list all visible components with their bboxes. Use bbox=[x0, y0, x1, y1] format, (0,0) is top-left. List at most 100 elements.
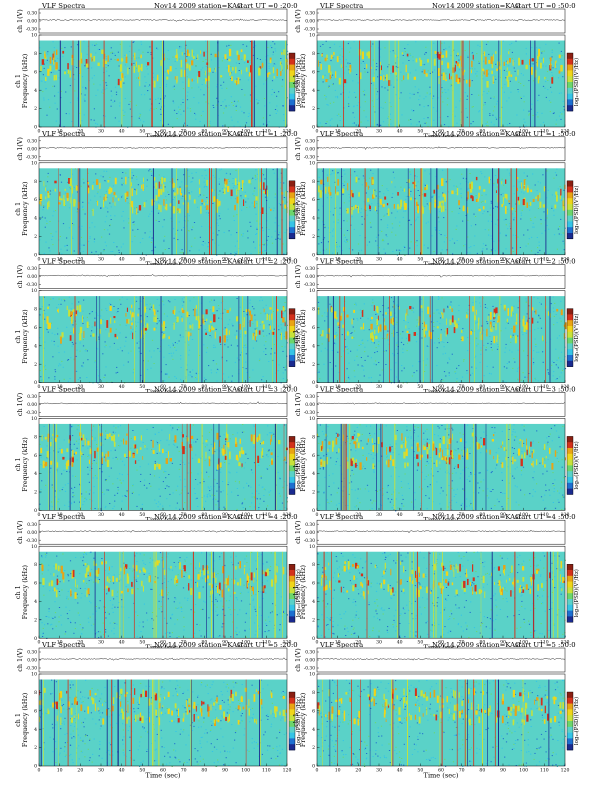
spectrogram-speckle bbox=[174, 197, 175, 198]
spectrogram-emission bbox=[173, 310, 175, 314]
spectrogram-emission bbox=[173, 206, 175, 213]
spectrogram-speckle bbox=[429, 87, 430, 88]
spectrogram-speckle bbox=[333, 102, 334, 103]
spectrogram-speckle bbox=[127, 299, 128, 300]
spectrogram-emission bbox=[68, 70, 69, 74]
spectrogram-emission bbox=[65, 189, 66, 191]
spectrogram-speckle bbox=[538, 95, 539, 96]
spectrogram-speckle bbox=[556, 120, 557, 121]
spectrogram-speckle bbox=[517, 89, 518, 90]
spectrogram-emission bbox=[347, 183, 348, 190]
spectrogram-speckle bbox=[139, 57, 140, 58]
spectrogram-speckle bbox=[421, 338, 422, 339]
spectrogram-speckle bbox=[174, 86, 175, 87]
time-tick-label: 0 bbox=[316, 256, 319, 262]
spectrogram-speckle bbox=[417, 319, 418, 320]
spectrogram-speckle bbox=[79, 351, 80, 352]
spectrogram-speckle bbox=[106, 85, 107, 86]
spectrogram-speckle bbox=[331, 369, 332, 370]
spectrogram-speckle bbox=[524, 173, 525, 174]
spectrogram-speckle bbox=[200, 121, 201, 122]
spectrogram-speckle bbox=[260, 498, 261, 499]
spectrogram-speckle bbox=[207, 246, 208, 247]
spectrogram-speckle bbox=[411, 124, 412, 125]
spectrogram-emission bbox=[556, 309, 558, 312]
spectrogram-speckle bbox=[114, 53, 115, 54]
spectrogram-speckle bbox=[338, 327, 339, 328]
spectrogram-speckle bbox=[354, 171, 355, 172]
spectrogram-speckle bbox=[416, 341, 417, 342]
spectrogram-speckle bbox=[558, 367, 559, 368]
spectrogram-emission bbox=[188, 202, 189, 209]
spectrogram-emission bbox=[507, 67, 508, 70]
spectrogram-speckle bbox=[490, 98, 491, 99]
spectrogram-speckle bbox=[100, 207, 101, 208]
spectrogram-emission bbox=[91, 57, 92, 61]
spectrogram-emission bbox=[71, 316, 72, 324]
spectrogram-speckle bbox=[70, 102, 71, 103]
spectrogram-speckle bbox=[333, 214, 334, 215]
spectrogram-emission bbox=[356, 177, 358, 182]
spectrogram-speckle bbox=[98, 375, 99, 376]
spectrogram-speckle bbox=[39, 239, 40, 240]
spectrogram-speckle bbox=[168, 124, 169, 125]
spectrogram-emission bbox=[189, 325, 191, 328]
spectrogram-emission bbox=[409, 306, 411, 309]
spectrogram-speckle bbox=[332, 236, 333, 237]
spectrogram-speckle bbox=[245, 202, 246, 203]
spectrogram-speckle bbox=[72, 492, 73, 493]
spectrogram-emission bbox=[397, 192, 399, 196]
spectrogram-speckle bbox=[174, 299, 175, 300]
spectrogram-speckle bbox=[540, 125, 541, 126]
spectrogram-speckle bbox=[155, 99, 156, 100]
spectrogram-speckle bbox=[62, 489, 63, 490]
spectrogram-emission bbox=[63, 200, 65, 206]
spectrogram-emission bbox=[197, 76, 198, 83]
spectrogram-speckle bbox=[283, 367, 284, 368]
spectrogram-speckle bbox=[264, 178, 265, 179]
spectrogram-speckle bbox=[95, 173, 96, 174]
colorbar-label: log₁₀(PSD)(V²/Hz) bbox=[573, 58, 580, 106]
colorbar-segment bbox=[289, 355, 295, 361]
spectrogram-speckle bbox=[234, 335, 235, 336]
spectrogram-speckle bbox=[196, 65, 197, 66]
spectrogram-speckle bbox=[402, 338, 403, 339]
spectrogram-speckle bbox=[460, 188, 461, 189]
spectrogram-speckle bbox=[435, 227, 436, 228]
spectrogram-emission bbox=[495, 307, 497, 313]
spectrogram-speckle bbox=[160, 109, 161, 110]
spectrogram-emission bbox=[337, 322, 338, 325]
spectrogram-speckle bbox=[538, 328, 539, 329]
spectrogram-speckle bbox=[216, 491, 217, 492]
spectrogram-speckle bbox=[512, 58, 513, 59]
time-tick-label: 40 bbox=[397, 384, 403, 390]
spectrogram-emission bbox=[352, 193, 354, 197]
spectrogram-speckle bbox=[171, 353, 172, 354]
spectrogram-speckle bbox=[283, 183, 284, 184]
spectrogram-speckle bbox=[271, 237, 272, 238]
spectrogram-speckle bbox=[84, 501, 85, 502]
spectrogram-speckle bbox=[109, 234, 110, 235]
spectrogram-speckle bbox=[78, 302, 79, 303]
spectrogram-emission bbox=[481, 334, 482, 340]
spectrogram-speckle bbox=[539, 47, 540, 48]
spectrogram-speckle bbox=[164, 313, 165, 314]
spectrogram-emission bbox=[272, 332, 274, 335]
spectrogram-speckle bbox=[180, 359, 181, 360]
spectrogram-speckle bbox=[231, 102, 232, 103]
spectrogram-speckle bbox=[133, 224, 134, 225]
spectrogram-speckle bbox=[69, 113, 70, 114]
spectrogram-emission bbox=[563, 206, 565, 211]
spectrogram-speckle bbox=[358, 365, 359, 366]
spectrogram-emission bbox=[378, 316, 379, 321]
spectrogram-speckle bbox=[145, 333, 146, 334]
spectrogram-speckle bbox=[91, 312, 92, 313]
spectrogram-speckle bbox=[347, 346, 348, 347]
spectrogram-speckle bbox=[449, 47, 450, 48]
spectrogram-speckle bbox=[230, 45, 231, 46]
spectrogram-emission bbox=[161, 177, 163, 184]
spectrogram-speckle bbox=[529, 322, 530, 323]
spectrogram-emission bbox=[138, 314, 139, 317]
spectrogram-speckle bbox=[269, 494, 270, 495]
spectrogram-speckle bbox=[399, 250, 400, 251]
